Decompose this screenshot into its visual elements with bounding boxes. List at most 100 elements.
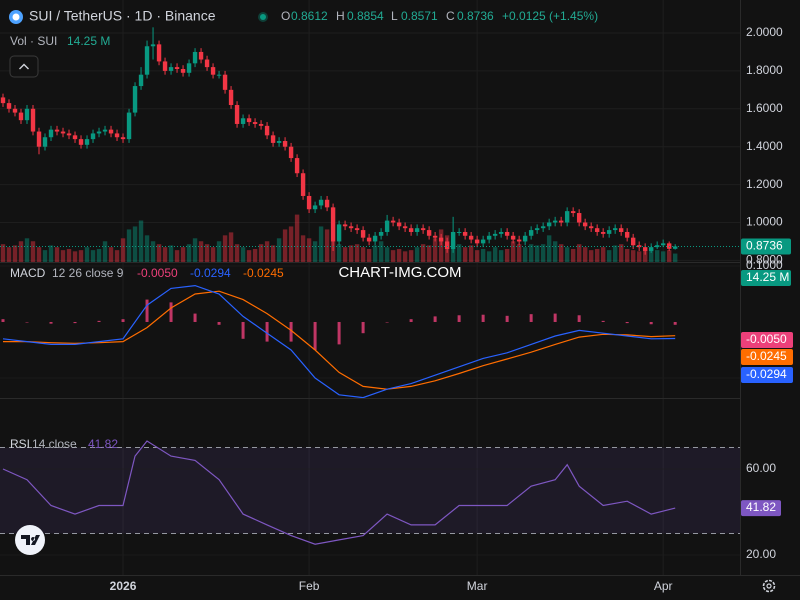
macd-histogram-bar — [25, 321, 29, 323]
candle-body — [450, 231, 456, 250]
plot-area — [0, 27, 740, 545]
volume-bar — [594, 248, 600, 262]
settings-button[interactable] — [762, 579, 776, 593]
market-status-dot — [260, 14, 266, 20]
ohlc-key: H — [336, 9, 345, 23]
candle-body — [246, 118, 252, 123]
rsi-legend-title: RSI — [10, 437, 30, 451]
rsi-legend-value: 41.82 — [88, 437, 118, 451]
candle-body — [378, 231, 384, 236]
volume-bar — [480, 248, 486, 262]
volume-bar — [522, 247, 528, 262]
gear-icon — [762, 579, 776, 593]
macd-line — [2, 284, 676, 399]
volume-bar — [630, 250, 636, 262]
candle-body — [192, 51, 198, 64]
candle-body — [390, 220, 396, 223]
candle-body — [54, 129, 60, 132]
last-price-label: 0.8736 — [746, 239, 783, 253]
candle-body — [348, 226, 354, 229]
volume-bar — [432, 238, 438, 262]
candle-body — [102, 129, 108, 132]
volume-bar — [360, 247, 366, 262]
volume-bar — [612, 245, 618, 262]
volume-bar — [600, 247, 606, 262]
volume-bar — [204, 244, 210, 262]
volume-bar — [324, 229, 330, 262]
volume-bar — [408, 250, 414, 262]
ohlc-value: 0.8571 — [401, 9, 438, 23]
candle-body — [174, 67, 180, 70]
candle-body — [30, 108, 36, 132]
macd-histogram-bar — [265, 321, 269, 342]
grid — [0, 0, 740, 575]
volume-bar — [42, 250, 48, 262]
candle-body — [42, 137, 48, 147]
candle-body — [90, 133, 96, 140]
candle-body — [282, 141, 288, 147]
candle-body — [660, 243, 666, 246]
volume-bar — [438, 229, 444, 262]
collapse-button[interactable] — [9, 55, 39, 78]
candle-body — [240, 118, 246, 124]
candle-body — [78, 139, 84, 145]
volume-bar — [606, 250, 612, 262]
candle-body — [234, 105, 240, 124]
ohlc-key: C — [446, 9, 455, 23]
volume-bar — [336, 244, 342, 262]
volume-bar — [342, 247, 348, 262]
x-tick-label: Apr — [654, 579, 673, 593]
volume-tag-label: 14.25 M — [746, 270, 789, 284]
candle-body — [84, 139, 90, 145]
volume-bar — [270, 245, 276, 262]
candle-body — [354, 228, 360, 231]
candle-body — [360, 230, 366, 238]
volume-bar — [534, 245, 540, 262]
volume-bar — [426, 245, 432, 262]
y-tick-label: 1.6000 — [746, 101, 783, 115]
volume-bar — [0, 244, 6, 262]
x-tick-label: 2026 — [110, 579, 137, 593]
volume-bar — [294, 214, 300, 262]
candle-body — [408, 228, 414, 232]
candle-body — [528, 230, 534, 236]
volume-bar — [12, 245, 18, 262]
macd-histogram-bar — [97, 320, 101, 322]
volume-bar — [138, 220, 144, 262]
macd-histogram-bar — [193, 313, 197, 322]
macd-legend-title: MACD — [10, 266, 46, 280]
ohlc-key: O — [281, 9, 290, 23]
candle-body — [132, 86, 138, 113]
volume-bar — [300, 235, 306, 262]
macd-histogram-bar — [601, 320, 605, 322]
candle-body — [204, 59, 210, 68]
candle-body — [156, 44, 162, 62]
macd-legend-macd: -0.0294 — [190, 266, 231, 280]
volume-bar — [576, 244, 582, 262]
volume-bar — [144, 235, 150, 262]
candle-body — [306, 195, 312, 210]
volume-bar — [90, 250, 96, 262]
candle-body — [504, 231, 510, 236]
volume-bar — [72, 251, 78, 262]
volume-bar — [486, 251, 492, 262]
candle-body — [540, 226, 546, 229]
volume-bar — [588, 250, 594, 262]
candle-body — [12, 108, 18, 113]
y-tick-label: 2.0000 — [746, 25, 783, 39]
volume-bar — [126, 229, 132, 262]
candle-body — [36, 131, 42, 147]
candle-body — [588, 226, 594, 229]
volume-bar — [558, 244, 564, 262]
volume-bar — [396, 248, 402, 262]
macd-tag — [741, 367, 793, 383]
candle-body — [516, 239, 522, 242]
volume-bar — [390, 250, 396, 262]
volume-bar — [150, 241, 156, 262]
volume-bar — [6, 247, 12, 262]
tradingview-logo-mark — [21, 535, 40, 545]
volume-bar — [246, 250, 252, 262]
volume-bar — [618, 244, 624, 262]
candle-body — [456, 231, 462, 233]
candle-body — [336, 224, 342, 242]
